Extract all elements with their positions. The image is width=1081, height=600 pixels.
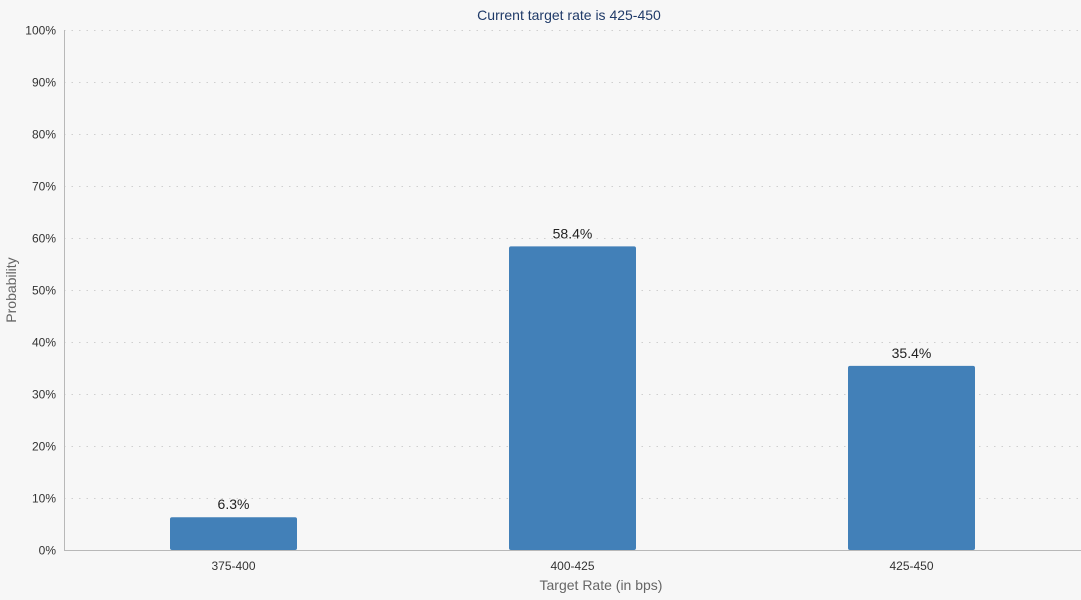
- data-labels: 6.3% 58.4% 35.4%: [218, 225, 932, 512]
- y-tick-label: 40%: [32, 336, 56, 350]
- x-tick-label: 400-425: [550, 559, 594, 573]
- y-tick-label: 80%: [32, 128, 56, 142]
- bar[interactable]: [170, 517, 297, 550]
- x-tick-label: 375-400: [211, 559, 255, 573]
- y-tick-label: 20%: [32, 440, 56, 454]
- x-axis-label: Target Rate (in bps): [540, 577, 663, 593]
- x-tick-label: 425-450: [889, 559, 933, 573]
- y-axis-ticks: 0% 10% 20% 30% 40% 50% 60% 70% 80% 90% 100%: [25, 24, 56, 558]
- y-tick-label: 60%: [32, 232, 56, 246]
- bar-value-label: 58.4%: [553, 225, 593, 241]
- y-tick-label: 70%: [32, 180, 56, 194]
- y-tick-label: 50%: [32, 284, 56, 298]
- bar[interactable]: [509, 246, 636, 550]
- y-tick-label: 100%: [25, 24, 56, 38]
- y-tick-label: 10%: [32, 492, 56, 506]
- bar-value-label: 6.3%: [218, 496, 250, 512]
- x-axis-ticks: 375-400 400-425 425-450: [211, 559, 933, 573]
- y-tick-label: 30%: [32, 388, 56, 402]
- y-axis-label: Probability: [3, 257, 19, 322]
- bar[interactable]: [848, 365, 975, 550]
- bars: [170, 246, 975, 550]
- y-tick-label: 90%: [32, 76, 56, 90]
- bar-value-label: 35.4%: [892, 345, 932, 361]
- chart-title: Current target rate is 425-450: [477, 7, 661, 23]
- y-tick-label: 0%: [39, 544, 57, 558]
